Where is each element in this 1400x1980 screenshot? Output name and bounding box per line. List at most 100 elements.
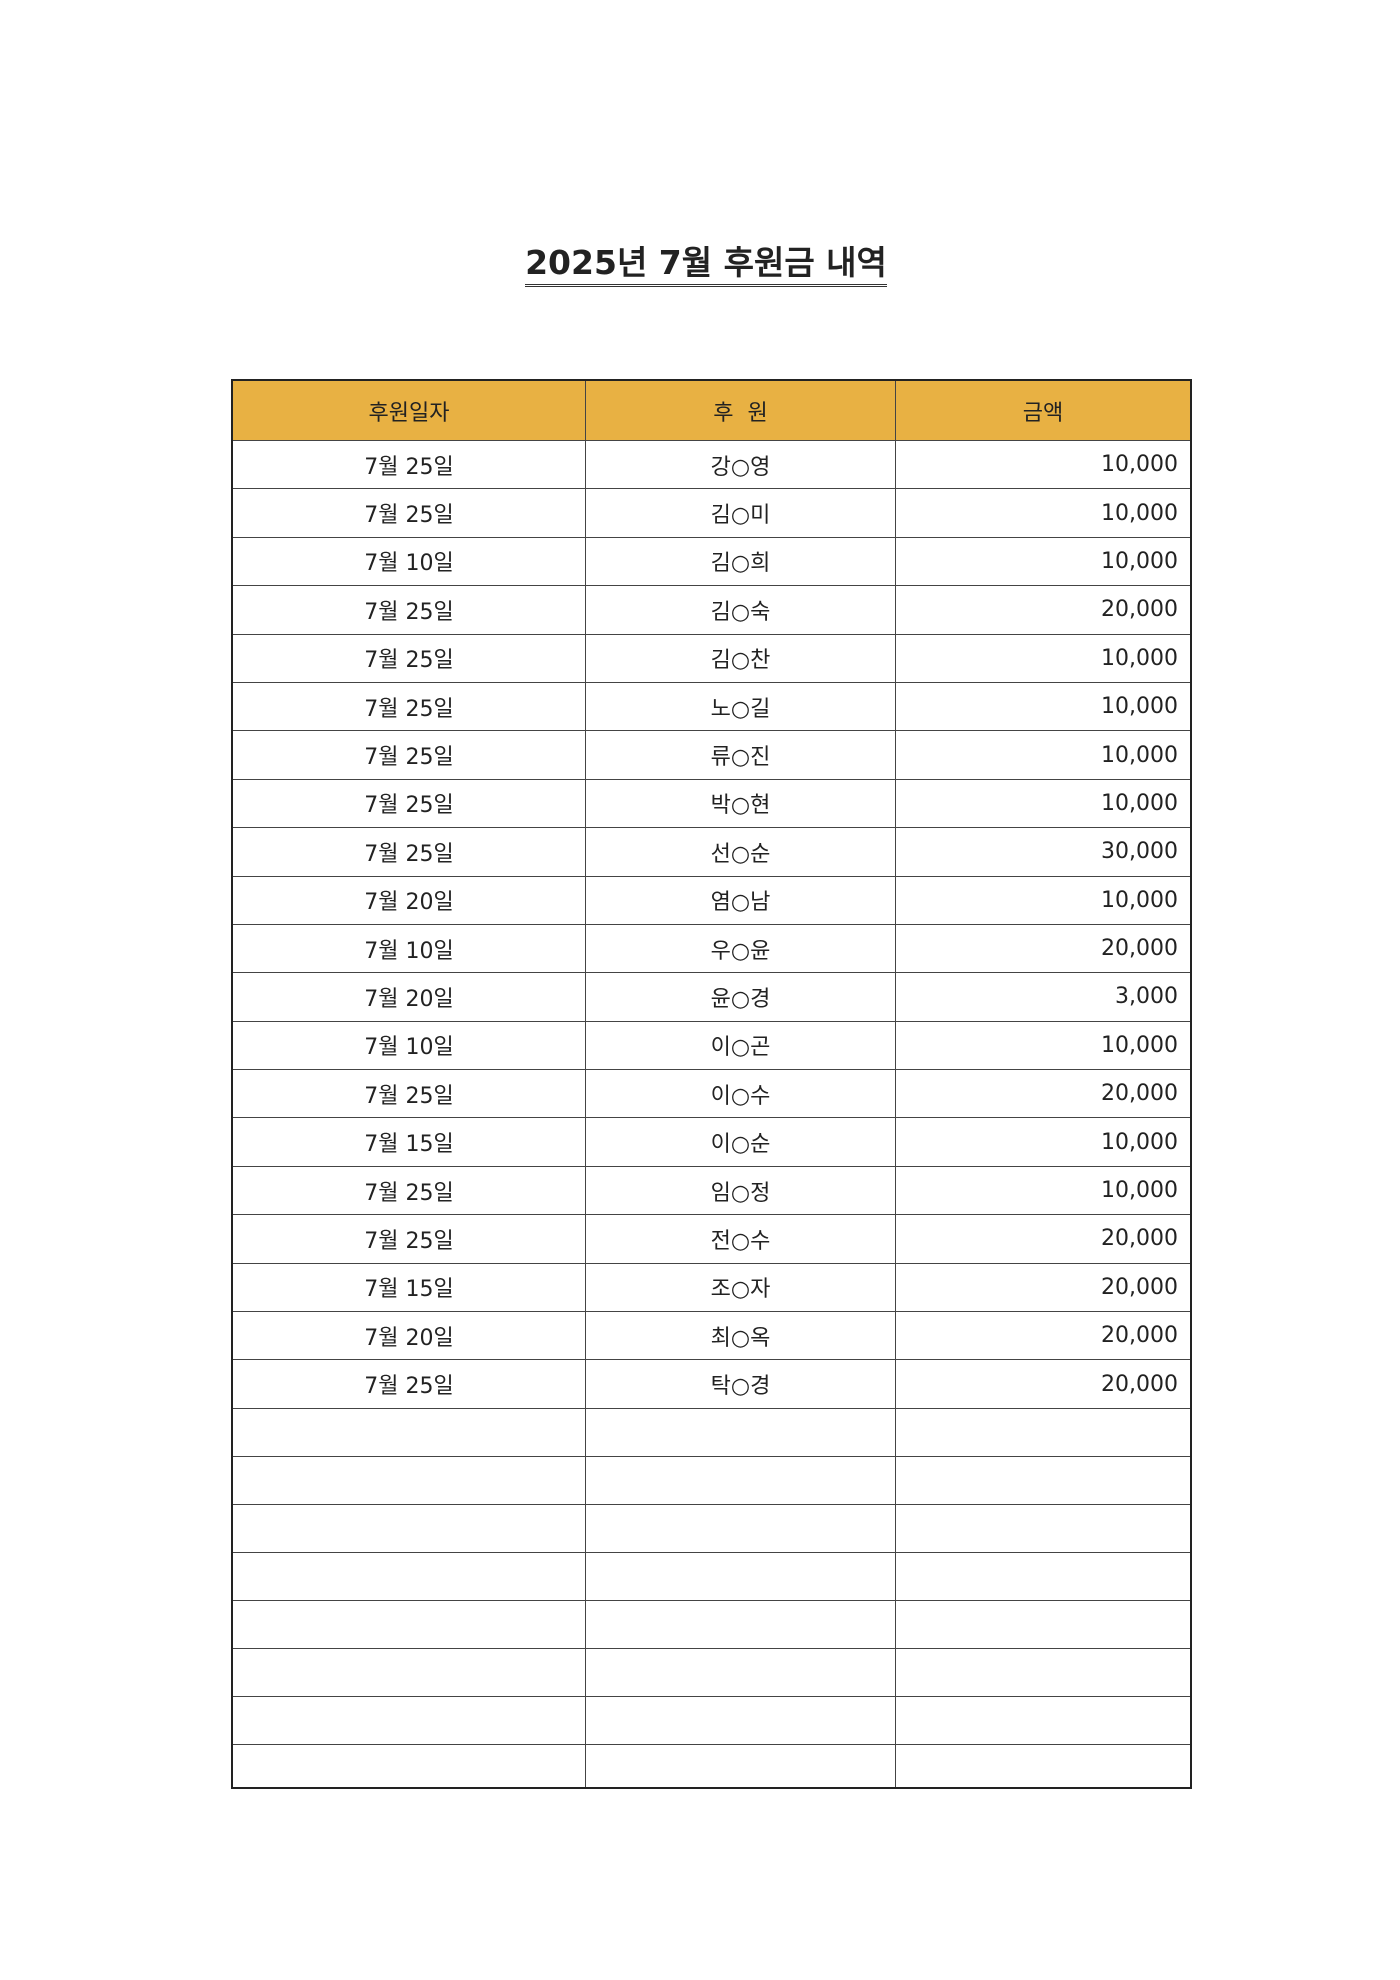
table-row: 7월 20일 최○옥 20,000: [231, 1311, 1192, 1361]
empty-row: [231, 1455, 1192, 1505]
empty-cell: [231, 1503, 586, 1553]
amount-cell: 30,000: [895, 827, 1192, 877]
date-cell: 7월 20일: [231, 972, 586, 1022]
table-row: 7월 15일 조○자 20,000: [231, 1262, 1192, 1313]
table-row: 7월 25일 전○수 20,000: [231, 1214, 1192, 1264]
amount-cell: 20,000: [895, 1359, 1192, 1409]
donor-cell: 류○진: [585, 730, 896, 780]
empty-row: [231, 1407, 1192, 1457]
table-row: 7월 25일 박○현 10,000: [231, 778, 1192, 829]
donor-cell: 박○현: [585, 778, 896, 829]
amount-cell: 10,000: [895, 1020, 1192, 1071]
empty-cell: [231, 1743, 586, 1789]
amount-cell: 10,000: [895, 1165, 1192, 1216]
amount-cell: 10,000: [895, 633, 1192, 683]
empty-cell: [585, 1647, 896, 1697]
amount-cell: 10,000: [895, 488, 1192, 538]
donor-cell: 강○영: [585, 439, 896, 490]
date-cell: 7월 25일: [231, 488, 586, 538]
amount-cell: 20,000: [895, 923, 1192, 974]
donor-cell: 김○숙: [585, 585, 896, 635]
empty-row: [231, 1551, 1192, 1601]
table-row: 7월 25일 강○영 10,000: [231, 439, 1192, 490]
table-row: 7월 25일 임○정 10,000: [231, 1165, 1192, 1216]
empty-row: [231, 1743, 1192, 1789]
date-cell: 7월 20일: [231, 875, 586, 925]
table-row: 7월 20일 윤○경 3,000: [231, 972, 1192, 1022]
date-cell: 7월 10일: [231, 536, 586, 587]
amount-cell: 10,000: [895, 439, 1192, 490]
donor-cell: 이○곤: [585, 1020, 896, 1071]
date-cell: 7월 25일: [231, 633, 586, 683]
donor-cell: 노○길: [585, 681, 896, 732]
date-cell: 7월 15일: [231, 1262, 586, 1313]
amount-cell: 10,000: [895, 730, 1192, 780]
amount-cell: 20,000: [895, 1214, 1192, 1264]
table-row: 7월 15일 이○순 10,000: [231, 1117, 1192, 1167]
page-title: 2025년 7월 후원금 내역: [0, 236, 1400, 287]
donor-cell: 최○옥: [585, 1311, 896, 1361]
empty-row: [231, 1695, 1192, 1745]
empty-cell: [895, 1743, 1192, 1789]
empty-row: [231, 1599, 1192, 1649]
table-row: 7월 25일 선○순 30,000: [231, 827, 1192, 877]
empty-cell: [231, 1455, 586, 1505]
date-cell: 7월 25일: [231, 827, 586, 877]
donor-cell: 조○자: [585, 1262, 896, 1313]
table-row: 7월 10일 우○윤 20,000: [231, 923, 1192, 974]
empty-row: [231, 1647, 1192, 1697]
table-header-row: 후원일자 후 원 금액: [231, 379, 1192, 441]
date-cell: 7월 25일: [231, 1165, 586, 1216]
table-row: 7월 25일 이○수 20,000: [231, 1069, 1192, 1119]
empty-cell: [895, 1695, 1192, 1745]
table-row: 7월 10일 김○희 10,000: [231, 536, 1192, 587]
date-cell: 7월 25일: [231, 681, 586, 732]
table-row: 7월 25일 김○미 10,000: [231, 488, 1192, 538]
donor-cell: 탁○경: [585, 1359, 896, 1409]
empty-cell: [895, 1407, 1192, 1457]
empty-cell: [895, 1503, 1192, 1553]
date-cell: 7월 10일: [231, 1020, 586, 1071]
table-row: 7월 20일 염○남 10,000: [231, 875, 1192, 925]
donor-cell: 이○순: [585, 1117, 896, 1167]
amount-cell: 10,000: [895, 1117, 1192, 1167]
donor-cell: 임○정: [585, 1165, 896, 1216]
empty-cell: [585, 1551, 896, 1601]
table-row: 7월 25일 김○찬 10,000: [231, 633, 1192, 683]
date-cell: 7월 25일: [231, 585, 586, 635]
empty-cell: [231, 1647, 586, 1697]
empty-cell: [231, 1599, 586, 1649]
date-cell: 7월 20일: [231, 1311, 586, 1361]
empty-cell: [585, 1695, 896, 1745]
empty-cell: [585, 1407, 896, 1457]
donation-table: 후원일자 후 원 금액 7월 25일 강○영 10,000 7월 25일 김○미 10,0…: [231, 379, 1192, 1789]
date-cell: 7월 25일: [231, 1214, 586, 1264]
date-cell: 7월 25일: [231, 730, 586, 780]
empty-cell: [895, 1647, 1192, 1697]
amount-cell: 10,000: [895, 681, 1192, 732]
table-row: 7월 25일 노○길 10,000: [231, 681, 1192, 732]
donor-cell: 우○윤: [585, 923, 896, 974]
table-row: 7월 25일 김○숙 20,000: [231, 585, 1192, 635]
amount-cell: 20,000: [895, 1311, 1192, 1361]
date-cell: 7월 25일: [231, 778, 586, 829]
donor-cell: 윤○경: [585, 972, 896, 1022]
empty-cell: [895, 1551, 1192, 1601]
empty-cell: [231, 1407, 586, 1457]
donor-cell: 김○희: [585, 536, 896, 587]
empty-cell: [585, 1503, 896, 1553]
header-donor: 후 원: [585, 379, 896, 441]
amount-cell: 10,000: [895, 536, 1192, 587]
donor-cell: 이○수: [585, 1069, 896, 1119]
date-cell: 7월 10일: [231, 923, 586, 974]
donor-cell: 김○찬: [585, 633, 896, 683]
donor-cell: 김○미: [585, 488, 896, 538]
empty-cell: [895, 1599, 1192, 1649]
table-row: 7월 10일 이○곤 10,000: [231, 1020, 1192, 1071]
date-cell: 7월 25일: [231, 439, 586, 490]
table-row: 7월 25일 탁○경 20,000: [231, 1359, 1192, 1409]
donor-cell: 전○수: [585, 1214, 896, 1264]
date-cell: 7월 15일: [231, 1117, 586, 1167]
empty-cell: [585, 1599, 896, 1649]
empty-cell: [895, 1455, 1192, 1505]
